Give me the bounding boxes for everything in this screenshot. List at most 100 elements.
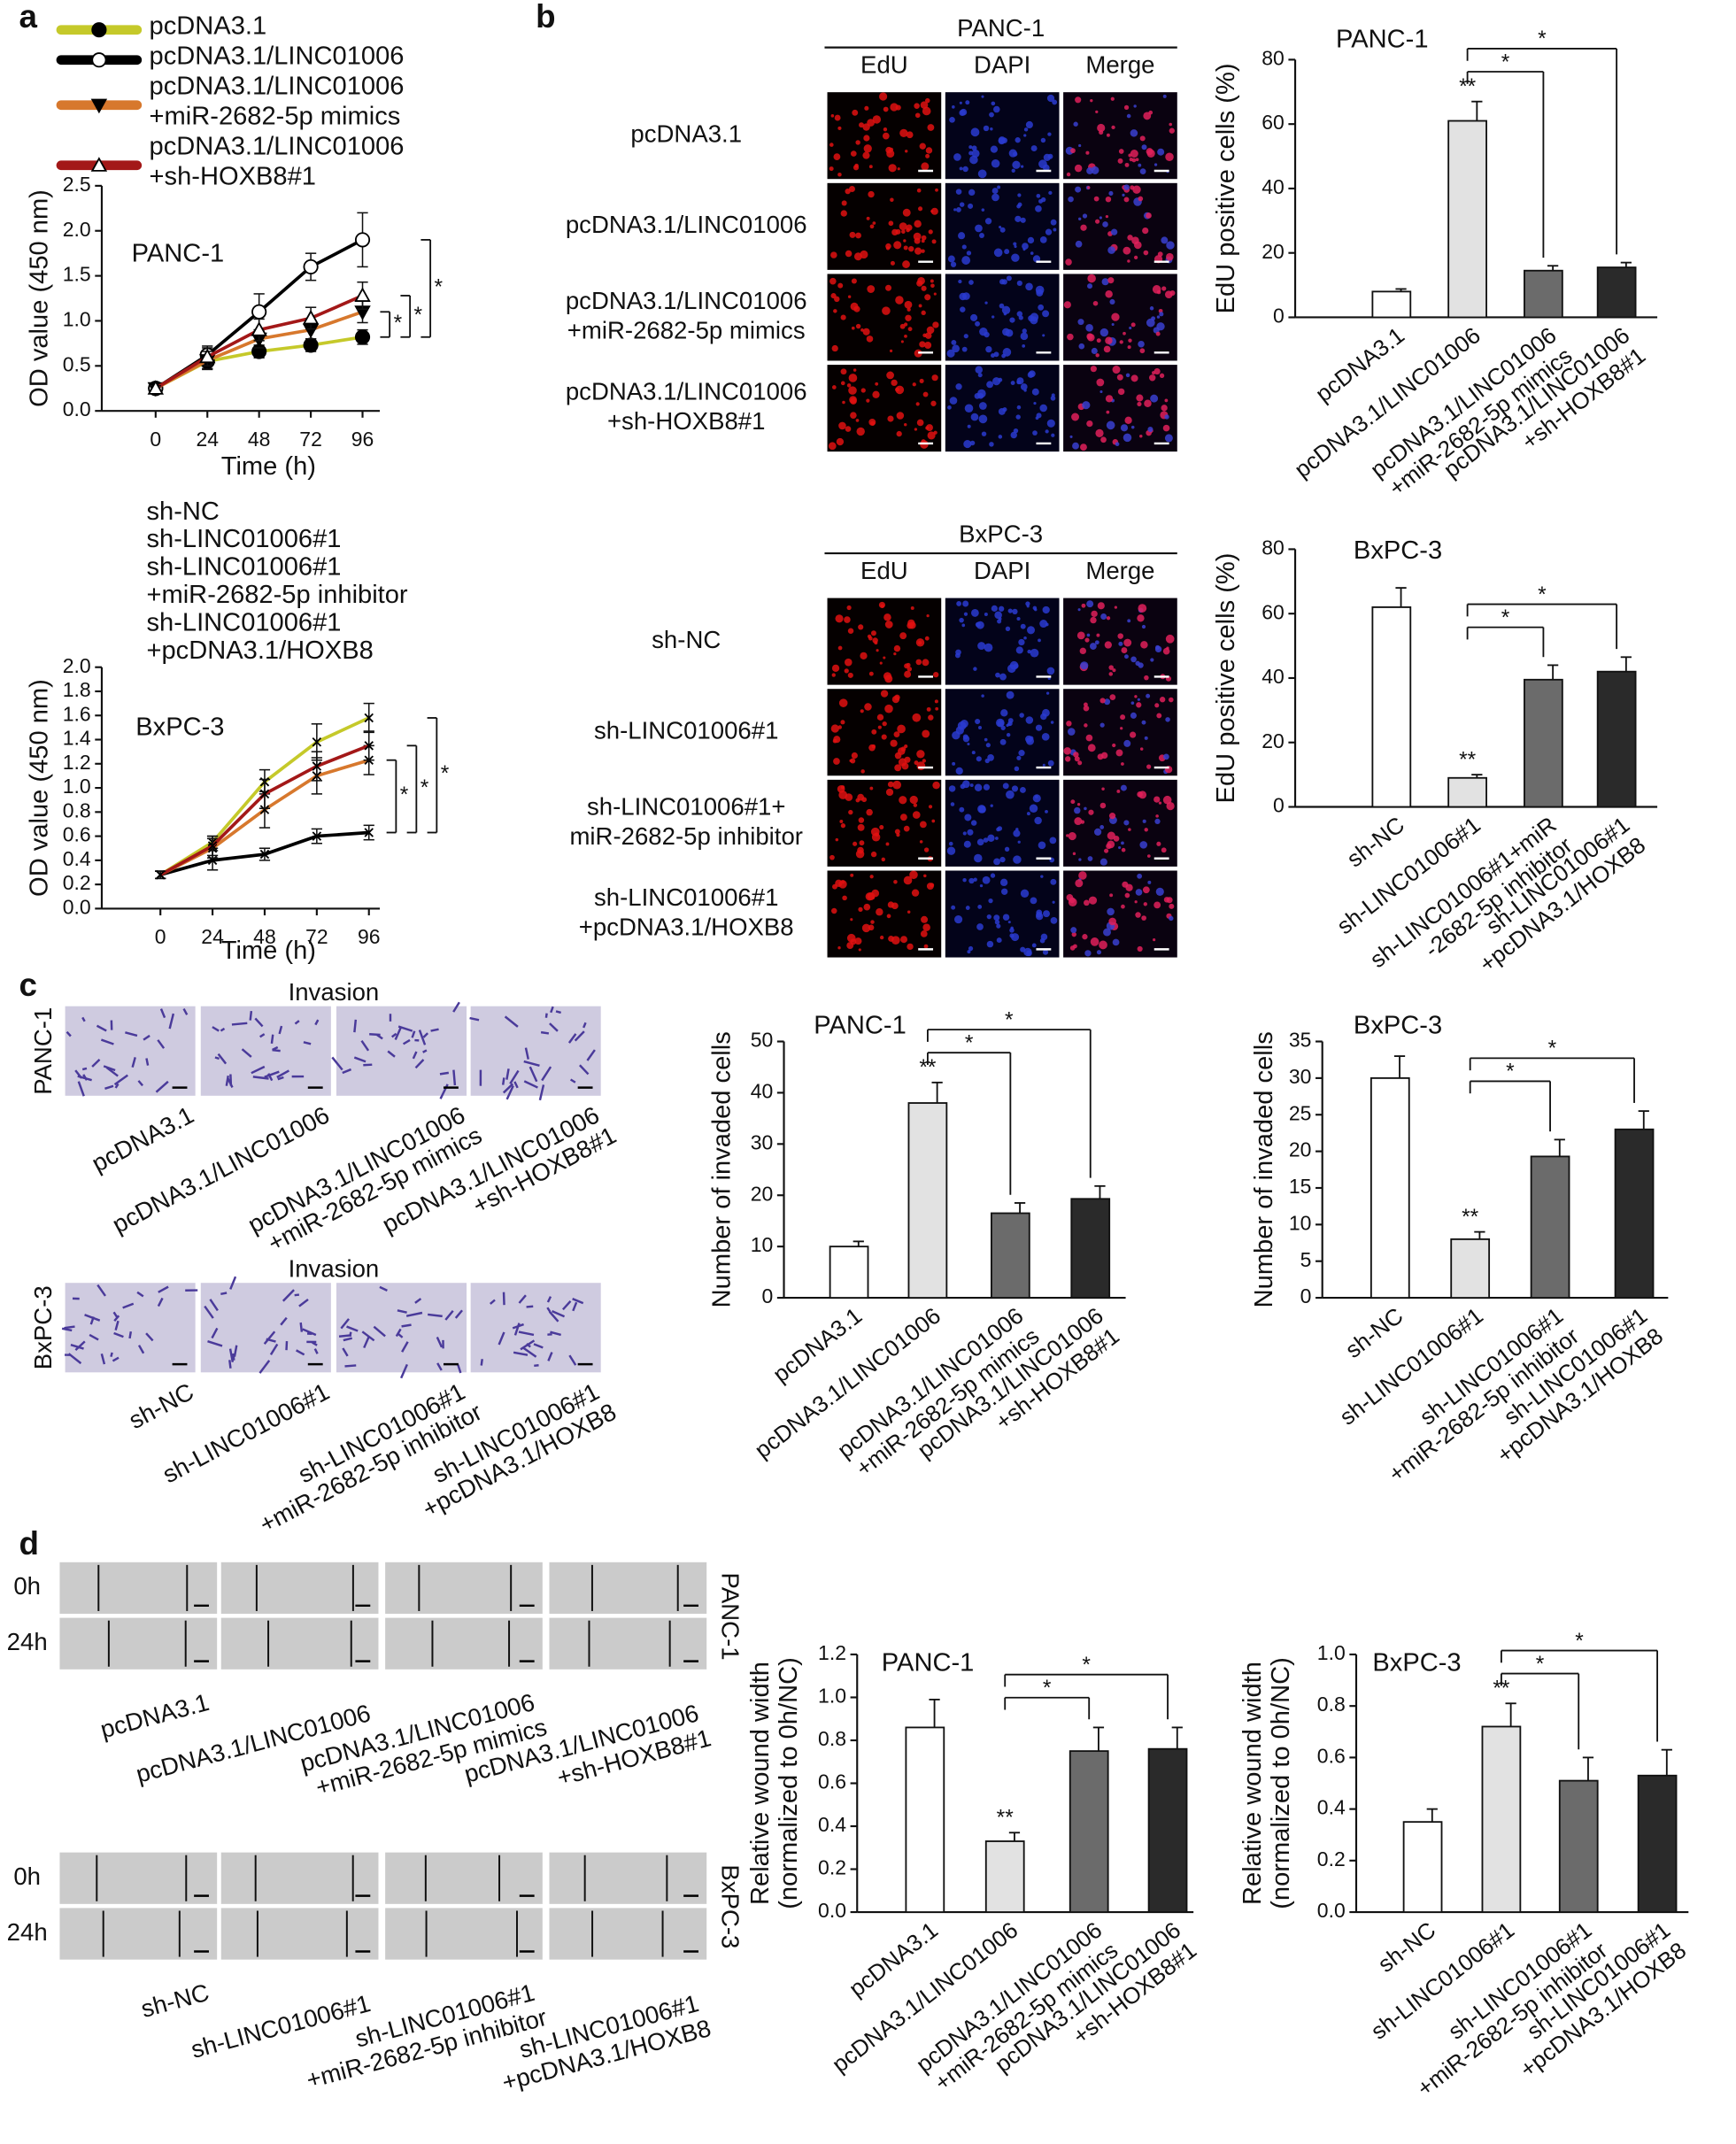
cell-dot [971,149,980,158]
cell-dot [1108,665,1114,670]
cell-dot [1133,241,1142,250]
bar [829,1246,869,1299]
marker [259,849,270,860]
cell-dot [1099,722,1105,728]
cell-dot [860,652,868,659]
error-bar [1471,100,1483,121]
cell-dot [992,377,1001,386]
cell-dot [962,600,969,607]
row-label: sh-NC [652,626,721,653]
micrograph [1063,365,1177,452]
cell-dot [1164,434,1173,443]
cell-stroke [229,1074,233,1086]
cell-stroke [113,1331,124,1338]
cell-dot [919,378,924,383]
cell-dot [1118,149,1124,154]
cell-dot [888,164,897,173]
cell-dot [1023,636,1027,640]
cell-dot [1139,435,1143,438]
cell-dot [833,736,841,744]
cell-dot [907,327,913,332]
cell-dot [845,250,853,258]
y-tick-label: 0.6 [818,1770,846,1793]
cell-dot [1128,153,1132,158]
micrograph [1063,92,1177,180]
cell-dot [1050,219,1057,226]
chart-title: PANC-1 [132,240,225,268]
marker [251,304,267,320]
marker [251,321,267,336]
micrograph [1063,779,1177,867]
error-bar [1638,1110,1649,1130]
micrograph [549,1617,707,1670]
cell-dot [958,279,962,284]
cell-dot [978,402,987,410]
cell-dot [1101,787,1105,791]
cell-dot [965,100,970,105]
cell-dot [1084,806,1087,811]
cell-dot [1124,892,1130,898]
cell-dot [965,906,970,910]
cell-dot [1015,215,1022,222]
cell-dot [947,255,955,263]
cell-stroke [299,1322,304,1332]
error-bar [931,1081,943,1104]
cell-dot [1077,760,1083,766]
cell-dot [985,743,991,748]
cell-dot [1164,414,1169,420]
cell-dot [1091,610,1098,618]
bar [1524,678,1563,808]
cell-dot [1132,185,1141,194]
micrograph-bg [65,1006,196,1096]
cell-dot [978,414,988,424]
cell-dot [1097,123,1106,133]
cell-dot [924,636,930,641]
cell-dot [1011,253,1020,262]
cell-dot [1130,731,1137,738]
cell-dot [916,280,923,287]
cell-stroke [502,1292,505,1306]
micrograph [385,1908,543,1960]
cell-stroke [555,1010,561,1014]
cell-stroke [231,1022,248,1026]
cell-dot [1004,249,1010,255]
significance-bracket: * [1466,583,1618,650]
significance-bracket: * [380,311,403,338]
cell-dot [1063,301,1071,309]
cell-dot [1123,638,1132,647]
cell-dot [1039,404,1047,413]
cell-stroke [96,1024,107,1032]
micrograph-bg [385,1908,543,1960]
micrograph [385,1562,543,1615]
cell-dot [1099,802,1107,809]
cell-dot [1166,241,1175,250]
y-tick-label: 35 [1289,1029,1312,1052]
micrograph-bg [336,1283,467,1373]
cell-dot [1012,608,1018,615]
cell-dot [840,720,845,725]
cell-dot [855,323,861,329]
cell-dot [1155,887,1164,896]
cell-dot [955,767,963,775]
marker [91,22,107,38]
cell-stroke [112,1311,119,1319]
marker [90,157,108,172]
cell-stroke [498,1331,505,1346]
y-tick-label: 0.8 [818,1727,846,1750]
cell-dot [893,652,897,656]
cell-dot [1115,749,1123,757]
cell-dot [968,145,973,150]
cell-stroke [436,1362,443,1371]
marker [91,52,107,68]
cell-stroke [331,1056,343,1071]
cell-dot [1048,190,1053,196]
micrograph-bg [385,1852,543,1904]
cell-dot [902,260,910,268]
cell-dot [1099,858,1107,866]
cell-stroke [363,1336,370,1349]
cell-dot [1016,204,1021,209]
cell-dot [971,145,977,151]
cell-dot [1153,163,1158,166]
cell-dot [1031,943,1037,948]
time-label: 24h [7,1628,48,1655]
